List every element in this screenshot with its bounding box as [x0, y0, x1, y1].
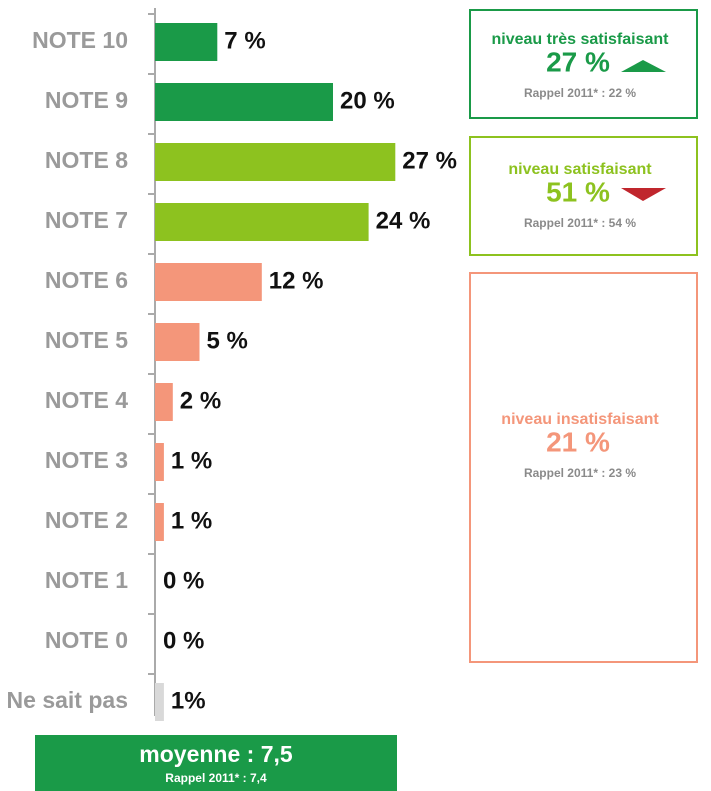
category-label: NOTE 4 — [45, 387, 128, 413]
group-recall: Rappel 2011* : 23 % — [524, 466, 636, 480]
group-value: 27 % — [546, 46, 610, 77]
value-label: 24 % — [376, 207, 431, 234]
group-box — [469, 136, 698, 256]
bar — [155, 23, 218, 61]
value-label: 7 % — [224, 27, 265, 54]
value-label: 12 % — [269, 267, 324, 294]
category-label: NOTE 0 — [45, 627, 128, 653]
bar — [155, 83, 333, 121]
group-label: niveau très satisfaisant — [492, 31, 670, 48]
category-label: NOTE 8 — [45, 147, 128, 173]
group-box — [469, 9, 698, 119]
value-label: 2 % — [180, 387, 221, 414]
category-label: NOTE 2 — [45, 507, 128, 533]
value-label: 0 % — [163, 567, 204, 594]
bar — [155, 323, 200, 361]
summary-box — [35, 735, 397, 791]
value-label: 1 % — [171, 507, 212, 534]
category-label: NOTE 10 — [32, 27, 128, 53]
trend-up — [621, 60, 666, 72]
summary-recall: Rappel 2011* : 7,4 — [165, 771, 267, 785]
value-label: 0 % — [163, 627, 204, 654]
bar — [155, 263, 262, 301]
category-label: NOTE 5 — [45, 327, 128, 353]
value-label: 5 % — [207, 327, 248, 354]
group-label: niveau insatisfaisant — [501, 411, 659, 428]
category-label: NOTE 6 — [45, 267, 128, 293]
value-label: 1% — [171, 687, 206, 714]
category-label: NOTE 3 — [45, 447, 128, 473]
category-label: Ne sait pas — [7, 687, 128, 713]
bar — [155, 683, 164, 721]
value-label: 1 % — [171, 447, 212, 474]
summary-label: moyenne : 7,5 — [139, 741, 293, 767]
bar — [155, 383, 173, 421]
bar — [155, 203, 369, 241]
bar — [155, 503, 164, 541]
value-label: 20 % — [340, 87, 395, 114]
category-label: NOTE 7 — [45, 207, 128, 233]
group-value: 51 % — [546, 176, 610, 207]
bar — [155, 143, 396, 181]
category-label: NOTE 1 — [45, 567, 128, 593]
value-label: 27 % — [402, 147, 457, 174]
group-value: 21 % — [546, 426, 610, 457]
bar — [155, 443, 164, 481]
category-label: NOTE 9 — [45, 87, 128, 113]
trend-down — [621, 188, 666, 201]
group-box — [469, 272, 698, 663]
group-recall: Rappel 2011* : 54 % — [524, 216, 636, 230]
group-label: niveau satisfaisant — [508, 161, 652, 178]
group-recall: Rappel 2011* : 22 % — [524, 86, 636, 100]
